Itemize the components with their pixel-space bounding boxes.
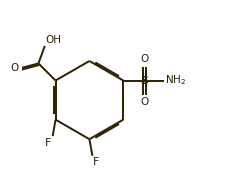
Text: O: O <box>10 63 18 73</box>
Text: F: F <box>45 138 52 148</box>
Text: S: S <box>141 76 149 86</box>
Text: O: O <box>141 54 149 64</box>
Text: OH: OH <box>46 35 62 45</box>
Text: F: F <box>93 157 100 167</box>
Text: NH$_2$: NH$_2$ <box>165 74 186 88</box>
Text: O: O <box>141 97 149 107</box>
